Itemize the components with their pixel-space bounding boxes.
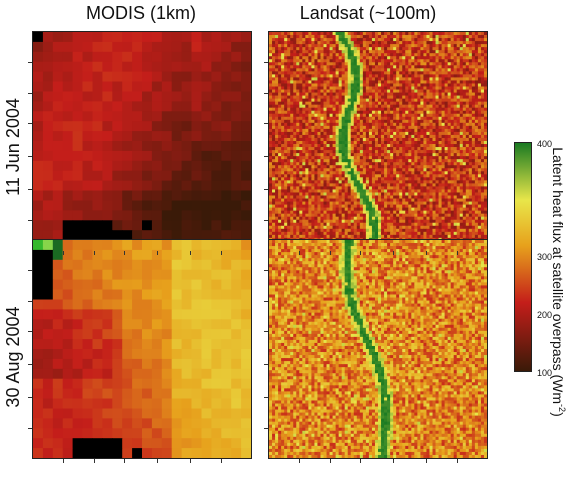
axis-tick: [28, 300, 32, 302]
axis-tick: [28, 156, 32, 158]
axis-tick: [28, 123, 32, 125]
axis-tick: [221, 251, 223, 255]
axis-tick: [157, 251, 159, 255]
colorbar-tick-300: 300: [537, 252, 553, 262]
colorbar-tick-200: 200: [537, 310, 553, 320]
colorbar: [514, 142, 532, 372]
axis-tick: [28, 364, 32, 366]
column-title-modis: MODIS (1km): [86, 3, 196, 23]
panel-modis-jun: [32, 31, 252, 251]
axis-tick: [124, 251, 126, 255]
axis-tick: [93, 459, 95, 463]
axis-tick: [393, 251, 395, 255]
axis-tick: [329, 459, 331, 463]
axis-tick: [426, 459, 428, 463]
axis-tick: [329, 251, 331, 255]
axis-tick: [28, 92, 32, 94]
axis-tick: [62, 459, 64, 463]
axis-tick: [28, 269, 32, 271]
axis-tick: [457, 459, 459, 463]
axis-tick: [426, 251, 428, 255]
axis-tick: [124, 459, 126, 463]
axis-tick: [264, 428, 268, 430]
axis-tick: [393, 459, 395, 463]
axis-tick: [264, 156, 268, 158]
colorbar-tick-400: 400: [537, 139, 553, 149]
row-title-jun: 11 Jun 2004: [3, 98, 23, 196]
axis-tick: [28, 61, 32, 63]
axis-tick: [62, 251, 64, 255]
axis-tick: [360, 459, 362, 463]
panel-landsat-aug: [268, 239, 488, 459]
axis-tick: [360, 251, 362, 255]
axis-tick: [264, 189, 268, 191]
axis-tick: [264, 300, 268, 302]
axis-tick: [28, 331, 32, 333]
axis-tick: [264, 269, 268, 271]
axis-tick: [457, 251, 459, 255]
axis-tick: [157, 459, 159, 463]
axis-tick: [28, 220, 32, 222]
row-title-aug: 30 Aug 2004: [3, 306, 23, 408]
axis-tick: [190, 251, 192, 255]
axis-tick: [28, 428, 32, 430]
axis-tick: [221, 459, 223, 463]
colorbar-title-end: ): [550, 412, 567, 417]
axis-tick: [93, 251, 95, 255]
axis-tick: [298, 459, 300, 463]
axis-tick: [28, 189, 32, 191]
colorbar-title-sup: -2: [556, 404, 567, 413]
column-title-landsat: Landsat (~100m): [299, 3, 437, 23]
colorbar-title: Latent heat flux at satellite overpass (…: [550, 102, 570, 462]
axis-tick: [264, 123, 268, 125]
axis-tick: [298, 251, 300, 255]
axis-tick: [264, 397, 268, 399]
axis-tick: [264, 61, 268, 63]
axis-tick: [264, 331, 268, 333]
colorbar-title-main: Latent heat flux at satellite overpass (…: [550, 147, 567, 405]
axis-tick: [28, 397, 32, 399]
axis-tick: [264, 92, 268, 94]
axis-tick: [190, 459, 192, 463]
colorbar-tick-100: 100: [537, 368, 553, 378]
panel-landsat-jun: [268, 31, 488, 251]
axis-tick: [264, 364, 268, 366]
panel-modis-aug: [32, 239, 252, 459]
axis-tick: [264, 220, 268, 222]
